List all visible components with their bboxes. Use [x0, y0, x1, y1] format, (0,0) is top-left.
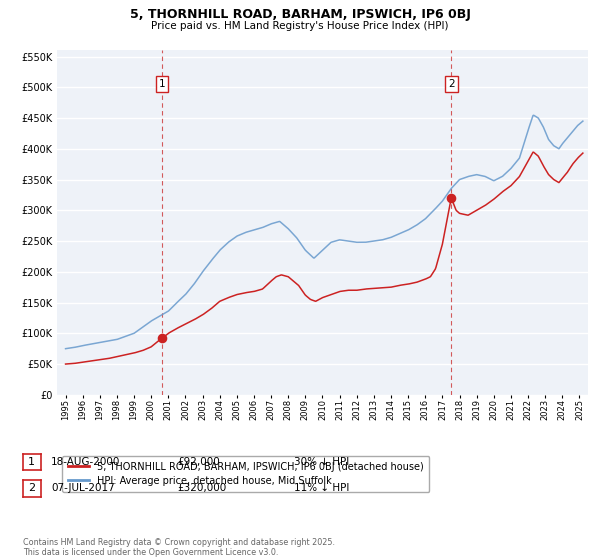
Text: Price paid vs. HM Land Registry's House Price Index (HPI): Price paid vs. HM Land Registry's House … [151, 21, 449, 31]
Legend: 5, THORNHILL ROAD, BARHAM, IPSWICH, IP6 0BJ (detached house), HPI: Average price: 5, THORNHILL ROAD, BARHAM, IPSWICH, IP6 … [62, 456, 430, 492]
Text: £92,000: £92,000 [177, 457, 220, 467]
Text: 2: 2 [448, 79, 455, 89]
Text: 18-AUG-2000: 18-AUG-2000 [51, 457, 121, 467]
Text: 07-JUL-2017: 07-JUL-2017 [51, 483, 115, 493]
Text: 30% ↓ HPI: 30% ↓ HPI [294, 457, 349, 467]
Point [157, 334, 167, 343]
Text: Contains HM Land Registry data © Crown copyright and database right 2025.
This d: Contains HM Land Registry data © Crown c… [23, 538, 335, 557]
Text: 1: 1 [158, 79, 166, 89]
Text: 1: 1 [28, 457, 35, 467]
Text: 5, THORNHILL ROAD, BARHAM, IPSWICH, IP6 0BJ: 5, THORNHILL ROAD, BARHAM, IPSWICH, IP6 … [130, 8, 470, 21]
Text: £320,000: £320,000 [177, 483, 226, 493]
Text: 11% ↓ HPI: 11% ↓ HPI [294, 483, 349, 493]
Text: 2: 2 [28, 483, 35, 493]
Point [446, 194, 456, 203]
